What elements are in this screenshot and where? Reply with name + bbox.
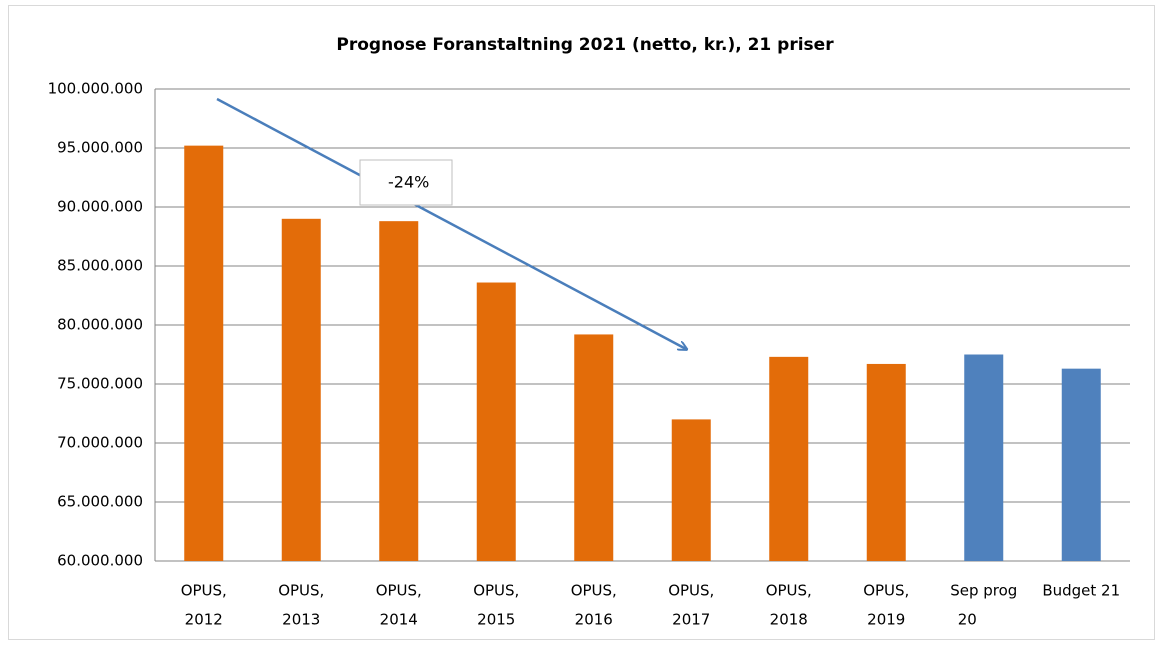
bar [964, 354, 1004, 561]
y-tick-label: 75.000.000 [57, 375, 143, 393]
x-tick-label: OPUS, [766, 582, 812, 600]
bar [476, 282, 516, 561]
x-tick-label: 2016 [575, 611, 613, 629]
x-tick-label: OPUS, [181, 582, 227, 600]
x-tick-label: 2015 [477, 611, 515, 629]
bar [379, 221, 419, 561]
bar [574, 334, 614, 561]
x-tick-label: 2017 [672, 611, 710, 629]
y-tick-label: 80.000.000 [57, 316, 143, 334]
bar [281, 218, 321, 562]
x-tick-label: OPUS, [473, 582, 519, 600]
x-tick-label: OPUS, [278, 582, 324, 600]
y-tick-label: 85.000.000 [57, 257, 143, 275]
y-tick-label: 100.000.000 [48, 80, 143, 98]
y-tick-label: 60.000.000 [57, 552, 143, 570]
bar [769, 356, 809, 561]
x-tick-label: OPUS, [863, 582, 909, 600]
trend-arrow [216, 97, 686, 349]
annotation: -24% [388, 173, 429, 192]
x-tick-label: OPUS, [376, 582, 422, 600]
y-tick-label: 70.000.000 [57, 434, 143, 452]
x-tick-label: OPUS, [571, 582, 617, 600]
x-tick-label: 2014 [380, 611, 418, 629]
x-tick-label: 2012 [185, 611, 223, 629]
annotation-box [359, 159, 453, 206]
chart-frame [8, 5, 1155, 640]
bar [184, 145, 224, 561]
x-tick-label: 2019 [867, 611, 905, 629]
bar [671, 419, 711, 561]
x-tick-label: OPUS, [668, 582, 714, 600]
y-tick-label: 90.000.000 [57, 198, 143, 216]
x-tick-label: 20 [958, 611, 977, 629]
y-tick-label: 65.000.000 [57, 493, 143, 511]
x-tick-label: Budget 21 [1042, 582, 1120, 600]
bar [866, 363, 906, 561]
x-tick-label: Sep prog [950, 582, 1017, 600]
chart-title: Prognose Foranstaltning 2021 (netto, kr.… [336, 35, 834, 55]
x-tick-label: 2013 [282, 611, 320, 629]
x-tick-label: 2018 [770, 611, 808, 629]
bar [1061, 368, 1101, 561]
y-tick-label: 95.000.000 [57, 139, 143, 157]
